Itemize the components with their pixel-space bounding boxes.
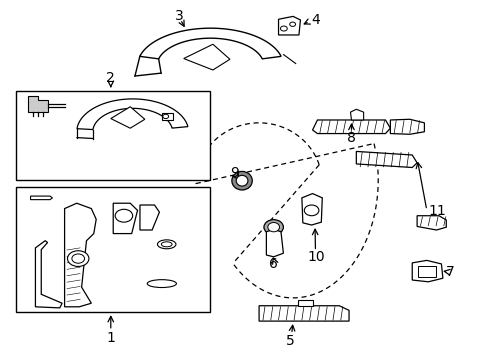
Circle shape — [304, 205, 318, 216]
Circle shape — [115, 209, 132, 222]
Ellipse shape — [267, 222, 279, 232]
Text: 2: 2 — [106, 71, 115, 85]
Polygon shape — [140, 205, 159, 230]
Text: 6: 6 — [269, 257, 278, 271]
Text: 5: 5 — [286, 334, 294, 348]
Circle shape — [280, 26, 287, 31]
Ellipse shape — [231, 171, 252, 190]
Ellipse shape — [236, 175, 247, 186]
Bar — [162, 113, 172, 120]
Text: 8: 8 — [346, 131, 355, 145]
Polygon shape — [416, 216, 446, 230]
Polygon shape — [356, 152, 416, 167]
Polygon shape — [411, 260, 442, 282]
Text: 1: 1 — [106, 331, 115, 345]
Polygon shape — [266, 229, 283, 257]
Ellipse shape — [161, 242, 172, 247]
Polygon shape — [64, 203, 96, 307]
Bar — [16, 187, 210, 312]
Polygon shape — [113, 203, 137, 234]
Polygon shape — [389, 119, 424, 134]
Ellipse shape — [264, 220, 283, 235]
Bar — [417, 266, 435, 277]
Text: 9: 9 — [230, 166, 239, 180]
Text: 3: 3 — [174, 9, 183, 23]
Circle shape — [67, 251, 89, 266]
Polygon shape — [77, 99, 187, 130]
Polygon shape — [183, 44, 229, 70]
Ellipse shape — [157, 240, 176, 249]
Text: 7: 7 — [446, 265, 454, 279]
Polygon shape — [30, 196, 52, 200]
Circle shape — [289, 22, 295, 26]
Polygon shape — [111, 107, 144, 128]
Text: 11: 11 — [427, 204, 445, 219]
Polygon shape — [259, 306, 348, 321]
Polygon shape — [35, 241, 62, 308]
Circle shape — [72, 254, 84, 263]
Circle shape — [163, 114, 168, 118]
Polygon shape — [28, 96, 47, 112]
Polygon shape — [278, 17, 300, 35]
Polygon shape — [312, 120, 389, 134]
Polygon shape — [140, 28, 281, 59]
Polygon shape — [297, 300, 312, 306]
Text: 10: 10 — [307, 250, 325, 264]
Ellipse shape — [147, 280, 176, 288]
Polygon shape — [301, 194, 322, 225]
Bar — [16, 91, 210, 180]
Text: 4: 4 — [311, 13, 320, 27]
Polygon shape — [350, 109, 363, 120]
